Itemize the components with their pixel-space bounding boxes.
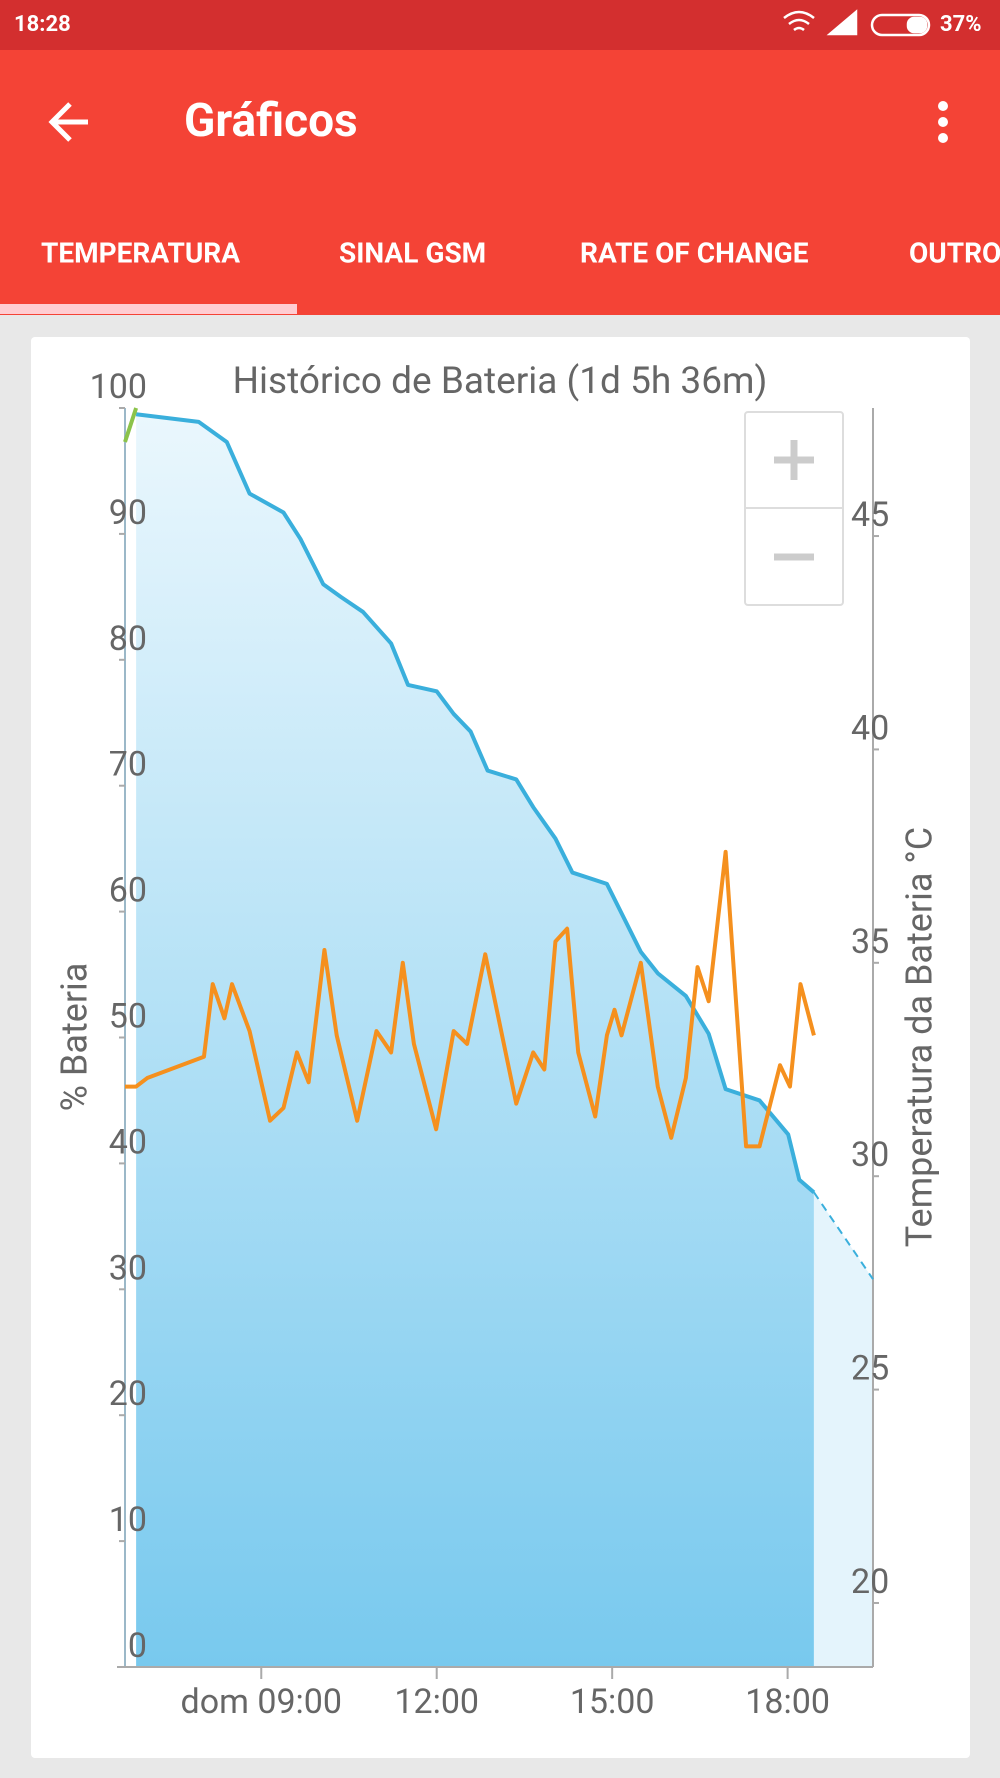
status-battery: 37% bbox=[940, 12, 982, 37]
toolbar-title: Gráficos bbox=[184, 94, 358, 148]
y2-tick-label: 20 bbox=[851, 1562, 889, 1602]
x-tick-label: 12:00 bbox=[394, 1682, 479, 1722]
area bbox=[136, 414, 814, 1667]
y-tick-label: 40 bbox=[109, 1122, 147, 1162]
plot: 0 10 20 30 40 50 60 70 80 90 100 20 25 30 35 40 45 dom 09… bbox=[90, 367, 890, 1722]
y-tick-label: 20 bbox=[109, 1374, 147, 1414]
y-tick-label: 0 bbox=[128, 1626, 147, 1666]
x-tick-label: dom 09:00 bbox=[181, 1682, 342, 1722]
zoom-controls bbox=[744, 411, 844, 606]
y2-axis-title: Temperatura da Bateria °C bbox=[899, 827, 941, 1247]
back-button[interactable] bbox=[48, 102, 88, 142]
y-tick-label: 50 bbox=[109, 996, 147, 1036]
y-tick-label: 10 bbox=[109, 1500, 147, 1540]
menu-button[interactable] bbox=[938, 101, 948, 143]
x-tick-label: 15:00 bbox=[570, 1682, 655, 1722]
zoom-in[interactable] bbox=[774, 440, 814, 480]
y-tick-label: 30 bbox=[109, 1248, 147, 1288]
y2-tick-label: 40 bbox=[851, 708, 889, 748]
x-tick-label: 18:00 bbox=[745, 1682, 830, 1722]
series-line bbox=[125, 849, 816, 1149]
y-tick-label: 60 bbox=[109, 871, 147, 911]
series-line bbox=[135, 412, 816, 1194]
tab-indicator bbox=[0, 304, 297, 314]
y2-tick-label: 35 bbox=[851, 922, 889, 962]
y-tick-label: 80 bbox=[109, 619, 147, 659]
status-time: 18:28 bbox=[14, 12, 71, 37]
series-line bbox=[813, 1191, 874, 1280]
tab-bar: TEMPERATURA SINAL GSM RATE OF CHANGE OUTRO bbox=[41, 236, 1000, 269]
y2-tick-label: 30 bbox=[851, 1135, 889, 1175]
series-line bbox=[123, 407, 139, 443]
tab[interactable]: OUTRO bbox=[909, 236, 1000, 269]
y-tick-label: 70 bbox=[109, 745, 147, 785]
y-tick-label: 90 bbox=[109, 493, 147, 533]
status-icons bbox=[783, 9, 931, 37]
tab[interactable]: TEMPERATURA bbox=[41, 236, 240, 269]
chart-title: Histórico de Bateria (1d 5h 36m) bbox=[233, 360, 768, 403]
tab[interactable]: SINAL GSM bbox=[339, 236, 486, 269]
y2-tick-label: 25 bbox=[851, 1349, 889, 1389]
area bbox=[813, 1192, 873, 1667]
y2-tick-label: 45 bbox=[851, 495, 889, 535]
y-axis-title: % Bateria bbox=[54, 963, 96, 1112]
y-tick-label: 100 bbox=[90, 367, 147, 407]
toolbar bbox=[0, 50, 1000, 315]
status-bar bbox=[0, 0, 1000, 50]
tab[interactable]: RATE OF CHANGE bbox=[580, 236, 809, 269]
